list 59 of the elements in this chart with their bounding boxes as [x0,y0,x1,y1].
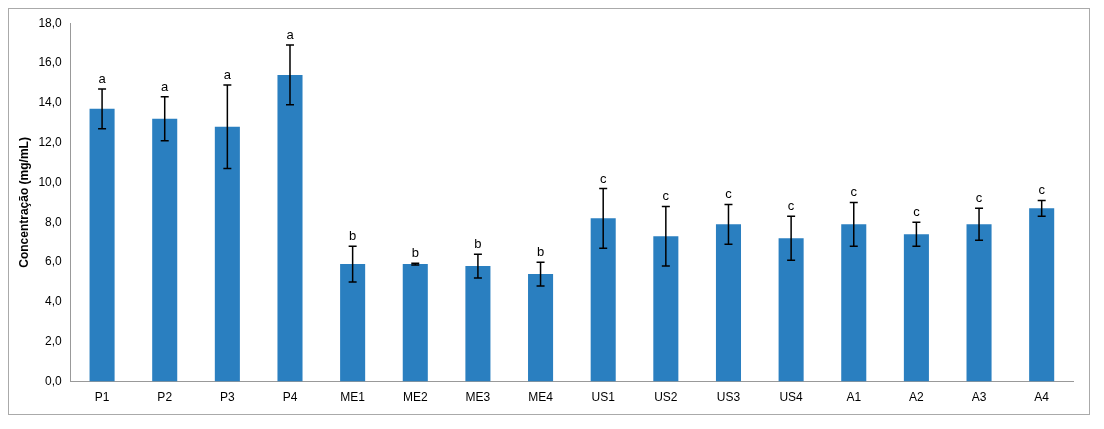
x-tick-label: A3 [971,390,987,405]
annotation: b [536,244,545,260]
bar [903,234,929,382]
bar [214,126,240,382]
annotation: a [223,67,232,82]
bar [152,118,178,382]
x-tick-label: US1 [591,390,616,405]
y-tick-label: 0,0 [45,373,63,388]
x-tick-label: ME3 [465,390,491,405]
annotation: c [975,190,983,206]
annotation: a [161,78,170,94]
annotation: c [662,188,670,204]
x-tick-label: P3 [220,390,236,405]
y-tick-label: 14,0 [38,95,63,110]
annotation: c [725,186,733,202]
annotation: b [349,228,357,244]
bar [1029,208,1055,382]
y-tick-label: 4,0 [45,294,63,309]
annotation: b [474,236,482,252]
x-tick-label: US4 [779,390,804,405]
y-tick-label: 10,0 [38,174,63,189]
x-tick-label: US2 [654,390,678,405]
annotation: c [787,198,795,214]
x-tick-label: ME1 [340,390,366,405]
y-tick-label: 8,0 [45,214,63,229]
annotation: c [1038,182,1046,198]
x-tick-label: P2 [157,390,173,405]
annotation: c [599,170,607,186]
annotation: a [98,70,107,86]
bar [89,108,115,382]
annotation: c [913,204,921,220]
bar [715,224,742,382]
bar [528,274,554,382]
bar [465,266,491,382]
y-tick-label: 6,0 [45,254,63,269]
y-tick-label: 16,0 [38,55,63,70]
annotation: a [286,27,295,43]
y-tick-label: 2,0 [45,334,63,349]
y-axis-title: Concentração (mg/mL) [16,137,31,268]
bar [590,218,616,382]
x-tick-label: A4 [1034,390,1050,405]
x-tick-label: ME4 [528,390,554,405]
x-tick-label: A2 [909,390,925,405]
bar [402,264,428,382]
x-tick-label: ME2 [402,390,428,405]
x-tick-label: P1 [94,390,110,405]
bar [340,264,366,382]
annotation: b [411,245,419,261]
y-tick-label: 18,0 [38,15,63,30]
x-tick-label: P4 [282,390,298,405]
bar [841,224,867,382]
bar [653,236,679,382]
x-tick-label: US3 [716,390,741,405]
x-tick-label: A1 [846,390,862,405]
bar [778,238,804,382]
bar [277,74,303,382]
annotation: c [850,184,858,200]
y-tick-label: 12,0 [38,134,63,149]
bar [966,224,992,382]
